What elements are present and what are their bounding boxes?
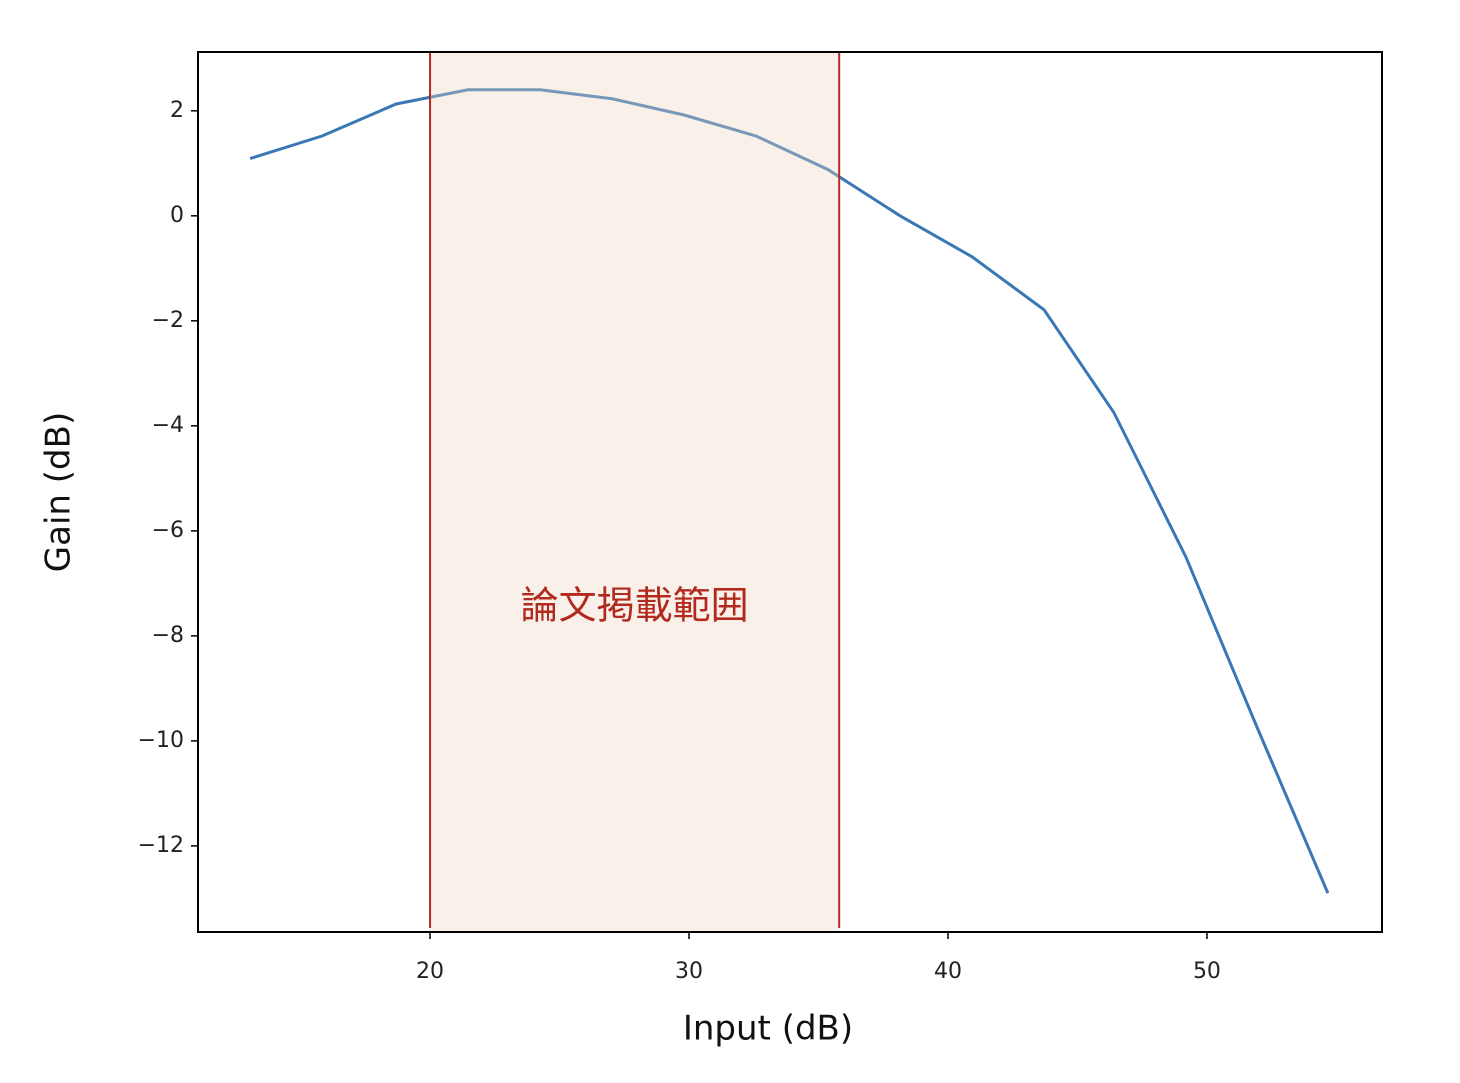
y-tick-label: −8 [152,623,184,648]
y-tick-label: −4 [152,413,184,438]
y-tick-label: 2 [170,98,184,123]
y-tick-label: −2 [152,308,184,333]
x-axis-label: Input (dB) [683,1009,853,1049]
x-tick-label: 50 [1193,959,1221,984]
y-tick-label: −12 [138,833,184,858]
y-tick-label: −6 [152,518,184,543]
span-label: 論文掲載範囲 [521,584,749,628]
x-tick-label: 20 [416,959,444,984]
y-tick-label: 0 [170,203,184,228]
y-axis-label: Gain (dB) [39,412,79,572]
x-tick-label: 30 [675,959,703,984]
highlight-span [430,52,840,932]
data-line [249,88,1330,894]
plot-frame [197,51,1383,933]
y-tick-label: −10 [138,728,184,753]
x-tick-label: 40 [934,959,962,984]
